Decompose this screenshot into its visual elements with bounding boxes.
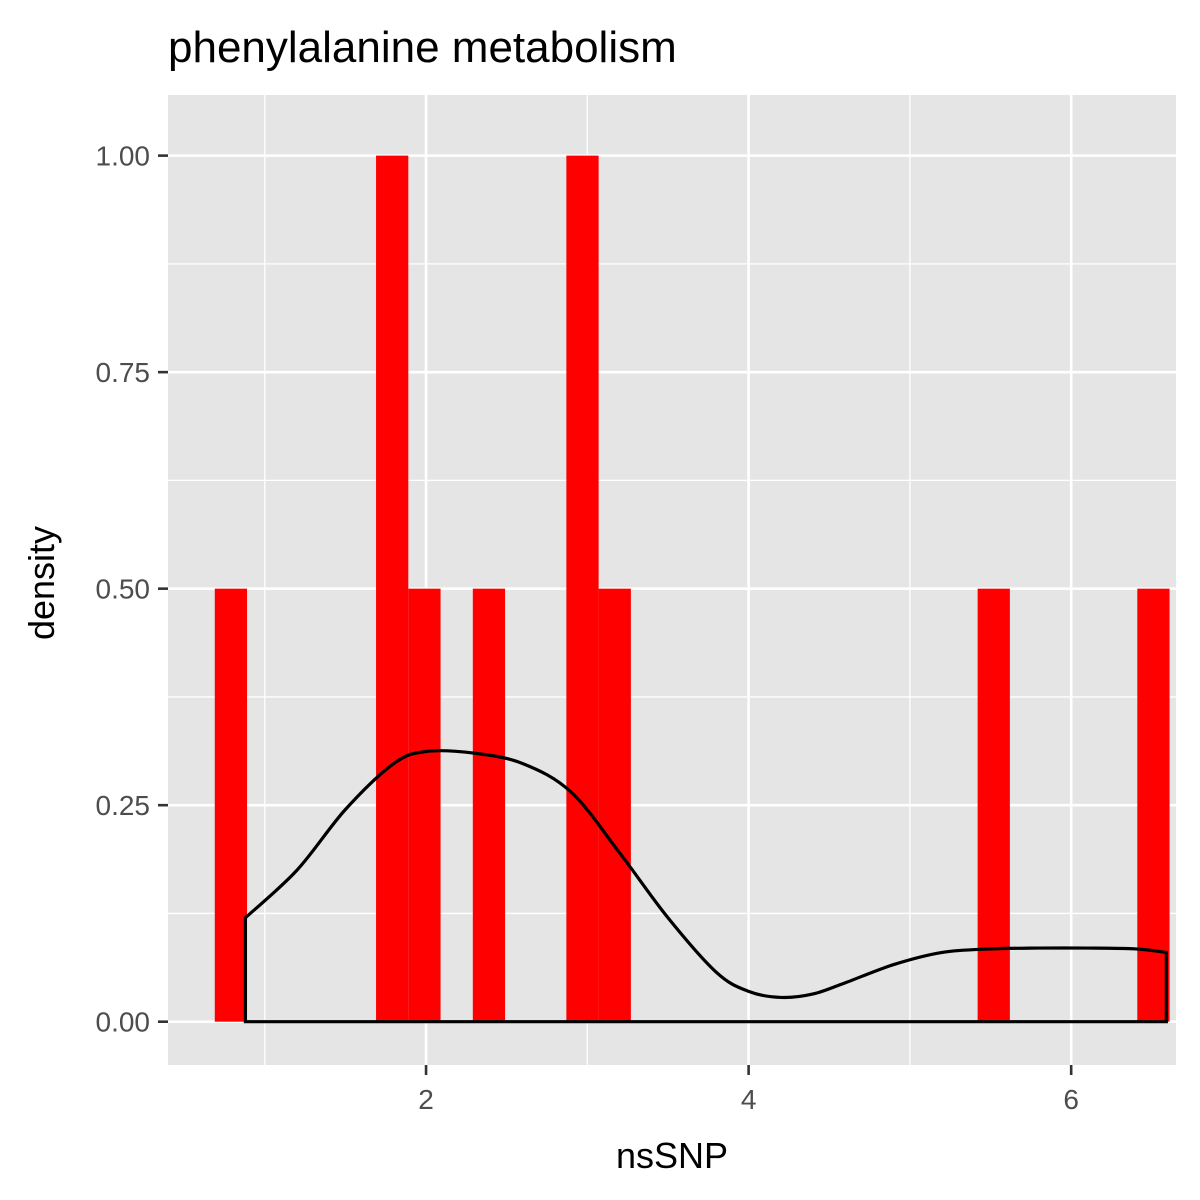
chart-title: phenylalanine metabolism [168, 23, 677, 72]
histogram-bar [472, 588, 506, 1022]
histogram-bar [598, 588, 631, 1022]
plot-panel [168, 95, 1176, 1065]
x-tick-label: 4 [741, 1084, 757, 1115]
histogram-bar [376, 155, 409, 1022]
x-axis-title: nsSNP [616, 1135, 728, 1176]
y-axis-title: density [21, 526, 62, 640]
x-axis: 2 4 6 [418, 1065, 1079, 1115]
histogram-bar [566, 155, 599, 1022]
y-axis: 0.00 0.25 0.50 0.75 1.00 [96, 141, 168, 1038]
y-tick-label: 1.00 [96, 141, 151, 172]
y-tick-label: 0.25 [96, 790, 151, 821]
y-tick-label: 0.75 [96, 357, 151, 388]
density-curve [243, 749, 1168, 1024]
x-tick-label: 6 [1063, 1084, 1079, 1115]
histogram-bar [977, 588, 1010, 1022]
y-tick-label: 0.50 [96, 574, 151, 605]
histogram-bar [1137, 588, 1170, 1022]
y-tick-label: 0.00 [96, 1007, 151, 1038]
histogram-bar [408, 588, 441, 1022]
histogram-bar [214, 588, 248, 1022]
x-tick-label: 2 [418, 1084, 434, 1115]
